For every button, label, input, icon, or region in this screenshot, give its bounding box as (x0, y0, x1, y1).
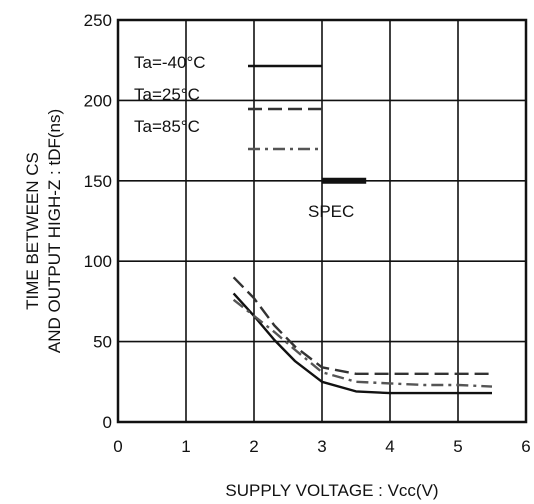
legend-label-ta-25: Ta=25°C (134, 85, 200, 104)
y-axis-label-line2: AND OUTPUT HIGH-Z : tDF(ns) (45, 109, 64, 353)
tick-labels: 0 1 2 3 4 5 6 0 50 100 150 200 250 (84, 11, 531, 456)
x-tick-label-4: 4 (385, 437, 394, 456)
series-line-1 (232, 276, 492, 375)
series-lines (232, 276, 493, 395)
x-tick-label-0: 0 (113, 437, 122, 456)
x-axis-label: SUPPLY VOLTAGE : Vcc(V) (225, 481, 438, 500)
y-tick-label-2: 100 (84, 252, 112, 271)
x-tick-label-6: 6 (521, 437, 530, 456)
y-tick-label-1: 50 (93, 333, 112, 352)
y-tick-label-3: 150 (84, 172, 112, 191)
x-tick-label-1: 1 (181, 437, 190, 456)
y-tick-label-5: 250 (84, 11, 112, 30)
spec-label: SPEC (308, 202, 354, 221)
series-line-2 (232, 298, 493, 388)
legend-label-ta-minus-40: Ta=-40°C (134, 53, 206, 72)
spec-marker: SPEC (308, 177, 367, 221)
legend: Ta=-40°C Ta=25°C Ta=85°C (134, 53, 322, 151)
legend-label-ta-85: Ta=85°C (134, 117, 200, 136)
x-tick-label-5: 5 (453, 437, 462, 456)
y-tick-label-0: 0 (103, 413, 112, 432)
y-axis-label-line1: TIME BETWEEN CS (23, 152, 42, 310)
grid (118, 20, 526, 422)
x-tick-label-3: 3 (317, 437, 326, 456)
x-tick-label-2: 2 (249, 437, 258, 456)
series-line-0 (232, 292, 492, 395)
y-tick-label-4: 200 (84, 91, 112, 110)
plot-frame (116, 18, 528, 424)
